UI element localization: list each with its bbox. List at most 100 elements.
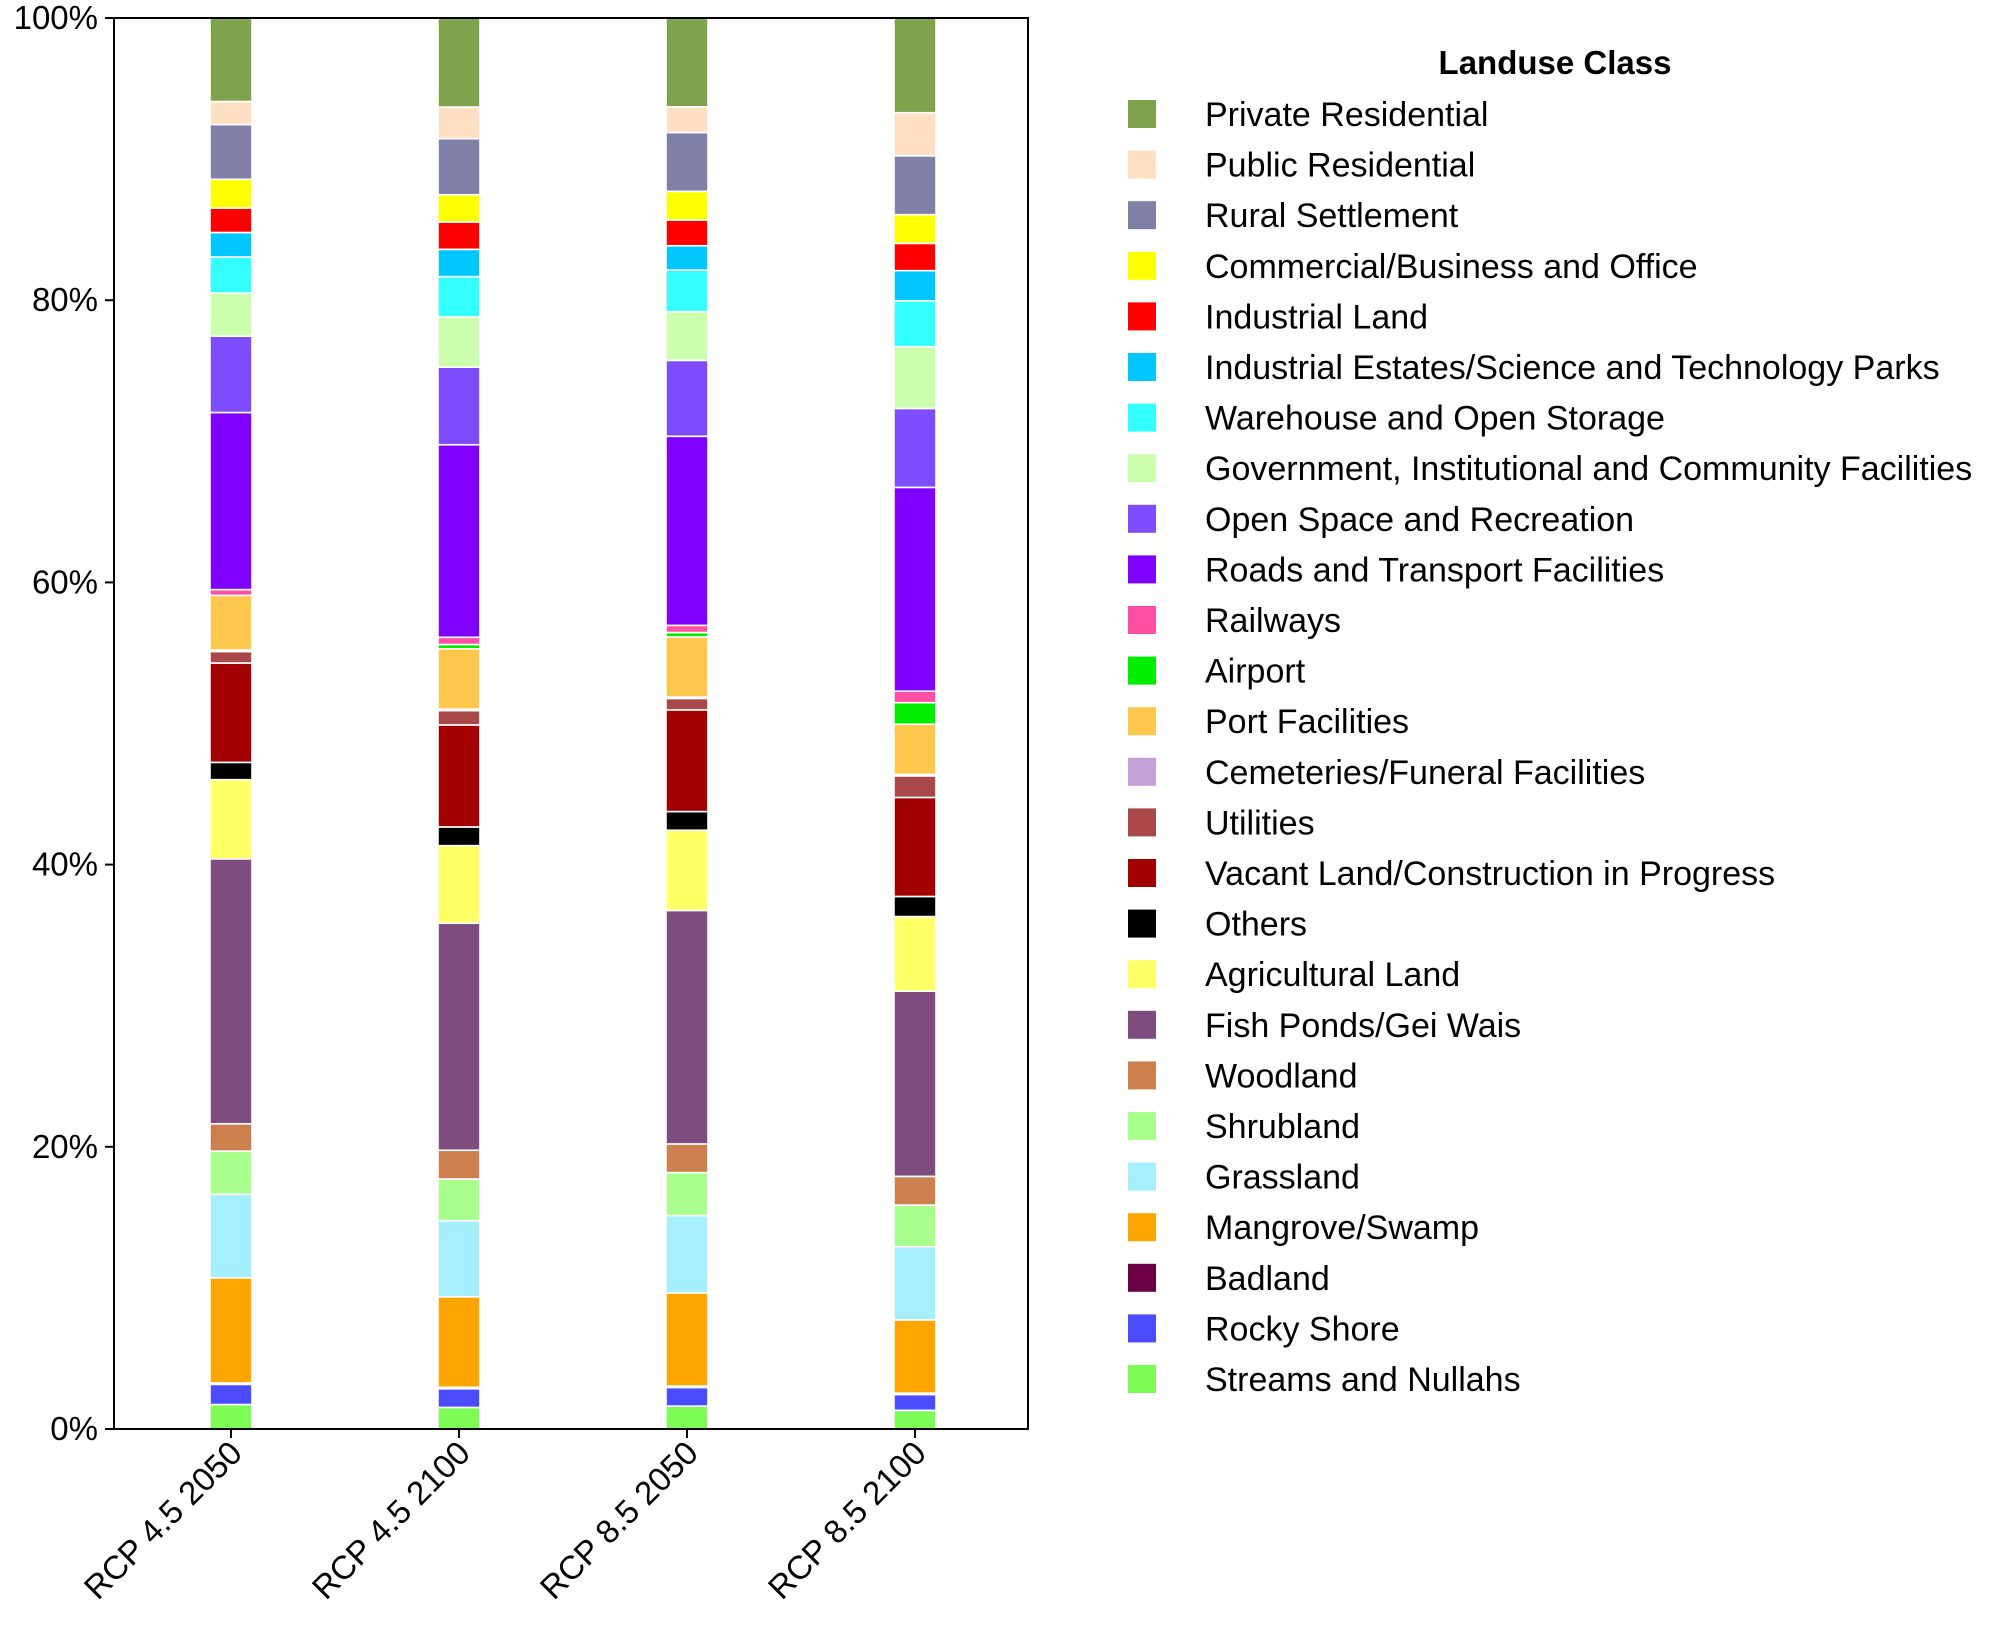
- bar-segment-3-1: [665, 1405, 709, 1430]
- legend-label: Grassland: [1205, 1159, 1360, 1197]
- bar-segment-3-22: [665, 219, 709, 247]
- bar-segment-2-2: [437, 1387, 481, 1409]
- legend-label: Cemeteries/Funeral Facilities: [1205, 754, 1645, 792]
- legend-label: Industrial Land: [1205, 298, 1428, 336]
- bar-segment-4-2: [893, 1393, 937, 1412]
- legend-swatch: [1128, 1263, 1156, 1292]
- y-tick-label: 80%: [32, 281, 98, 318]
- bar-segment-4-10: [893, 895, 937, 918]
- bar-segment-4-21: [893, 269, 937, 302]
- y-tick-label: 100%: [14, 0, 98, 36]
- bar-segment-4-20: [893, 299, 937, 348]
- legend-label: Public Residential: [1205, 147, 1475, 185]
- bar-segment-1-8: [209, 858, 253, 1125]
- bar-segment-4-14: [893, 723, 937, 776]
- legend-swatch: [1128, 555, 1156, 584]
- legend-swatch: [1128, 1314, 1156, 1343]
- bar-segment-4-7: [893, 1175, 937, 1206]
- bar-segment-4-9: [893, 915, 937, 993]
- legend-label: Roads and Transport Facilities: [1205, 551, 1664, 589]
- bar-segment-3-9: [665, 829, 709, 912]
- legend-label: Vacant Land/Construction in Progress: [1205, 855, 1775, 893]
- bar-segment-2-23: [437, 193, 481, 223]
- bar-segment-3-16: [665, 624, 709, 634]
- legend-swatch: [1128, 1365, 1156, 1393]
- bar-segment-1-9: [209, 778, 253, 860]
- bar-segment-4-1: [893, 1409, 937, 1430]
- bar-segment-4-19: [893, 345, 937, 410]
- bar-segment-2-6: [437, 1178, 481, 1222]
- y-tick-label: 0%: [50, 1410, 98, 1447]
- bar-segment-1-19: [209, 292, 253, 337]
- bar-segment-4-17: [893, 486, 937, 693]
- bar-segment-2-25: [437, 106, 481, 140]
- legend-swatch: [1128, 808, 1156, 837]
- legend-label: Private Residential: [1205, 96, 1488, 134]
- bar-segment-2-4: [437, 1296, 481, 1389]
- legend-title: Landuse Class: [1439, 44, 1672, 81]
- legend-label: Fish Ponds/Gei Wais: [1205, 1007, 1521, 1045]
- legend-swatch: [1128, 1061, 1156, 1090]
- legend-label: Streams and Nullahs: [1205, 1361, 1521, 1399]
- legend-swatch: [1128, 454, 1156, 483]
- legend-swatch: [1128, 504, 1156, 533]
- bar-segment-2-7: [437, 1149, 481, 1180]
- bar-segment-4-18: [893, 407, 937, 489]
- bar-segment-1-22: [209, 207, 253, 234]
- bar-segment-1-7: [209, 1122, 253, 1152]
- legend-swatch: [1128, 201, 1156, 230]
- bar-segment-4-6: [893, 1204, 937, 1248]
- bar-segment-3-24: [665, 131, 709, 193]
- bar-segment-3-10: [665, 810, 709, 832]
- bar-segment-3-8: [665, 909, 709, 1145]
- legend-label: Government, Institutional and Community …: [1205, 450, 1972, 488]
- y-tick-label: 40%: [32, 846, 98, 883]
- bar-segment-1-18: [209, 335, 253, 414]
- bar-segment-2-20: [437, 275, 481, 318]
- bar-segment-2-24: [437, 137, 481, 196]
- legend-label: Rural Settlement: [1205, 197, 1459, 235]
- legend-label: Mangrove/Swamp: [1205, 1209, 1479, 1247]
- bar-segment-3-23: [665, 190, 709, 221]
- legend-label: Utilities: [1205, 804, 1315, 842]
- legend-swatch: [1128, 302, 1156, 331]
- bar-segment-2-22: [437, 221, 481, 251]
- bar-segment-1-6: [209, 1150, 253, 1196]
- legend-label: Industrial Estates/Science and Technolog…: [1205, 349, 1940, 387]
- bar-segment-1-21: [209, 231, 253, 258]
- legend-swatch: [1128, 707, 1156, 736]
- bar-segment-2-12: [437, 709, 481, 726]
- bar-segment-3-11: [665, 709, 709, 813]
- bar-segment-1-2: [209, 1383, 253, 1406]
- y-tick-label: 20%: [32, 1128, 98, 1165]
- legend-swatch: [1128, 909, 1156, 938]
- bar-segment-2-8: [437, 922, 481, 1152]
- bar-segment-2-19: [437, 316, 481, 368]
- legend-label: Airport: [1205, 653, 1306, 691]
- bar-segment-2-18: [437, 366, 481, 446]
- bar-segment-3-19: [665, 310, 709, 362]
- bar-segment-1-11: [209, 662, 253, 764]
- bar-segment-3-14: [665, 636, 709, 698]
- bar-segment-3-12: [665, 697, 709, 711]
- legend-swatch: [1128, 606, 1156, 634]
- legend-label: Others: [1205, 906, 1307, 944]
- legend-label: Open Space and Recreation: [1205, 501, 1634, 539]
- bar-segment-4-11: [893, 796, 937, 898]
- bar-segment-1-10: [209, 761, 253, 781]
- bar-segment-3-18: [665, 359, 709, 438]
- bar-segment-4-24: [893, 154, 937, 216]
- legend-label: Agricultural Land: [1205, 956, 1460, 994]
- legend-swatch: [1128, 1213, 1156, 1242]
- bar-segment-2-21: [437, 248, 481, 278]
- legend-label: Port Facilities: [1205, 703, 1409, 741]
- legend-swatch: [1128, 1010, 1156, 1039]
- legend-swatch: [1128, 1162, 1156, 1191]
- bar-segment-1-16: [209, 588, 253, 597]
- legend-label: Shrubland: [1205, 1108, 1360, 1146]
- legend-swatch: [1128, 656, 1156, 685]
- legend-swatch: [1128, 100, 1156, 128]
- legend-swatch: [1128, 960, 1156, 989]
- y-axis-ticks: 0% 20% 40% 60% 80% 100%: [14, 0, 114, 1447]
